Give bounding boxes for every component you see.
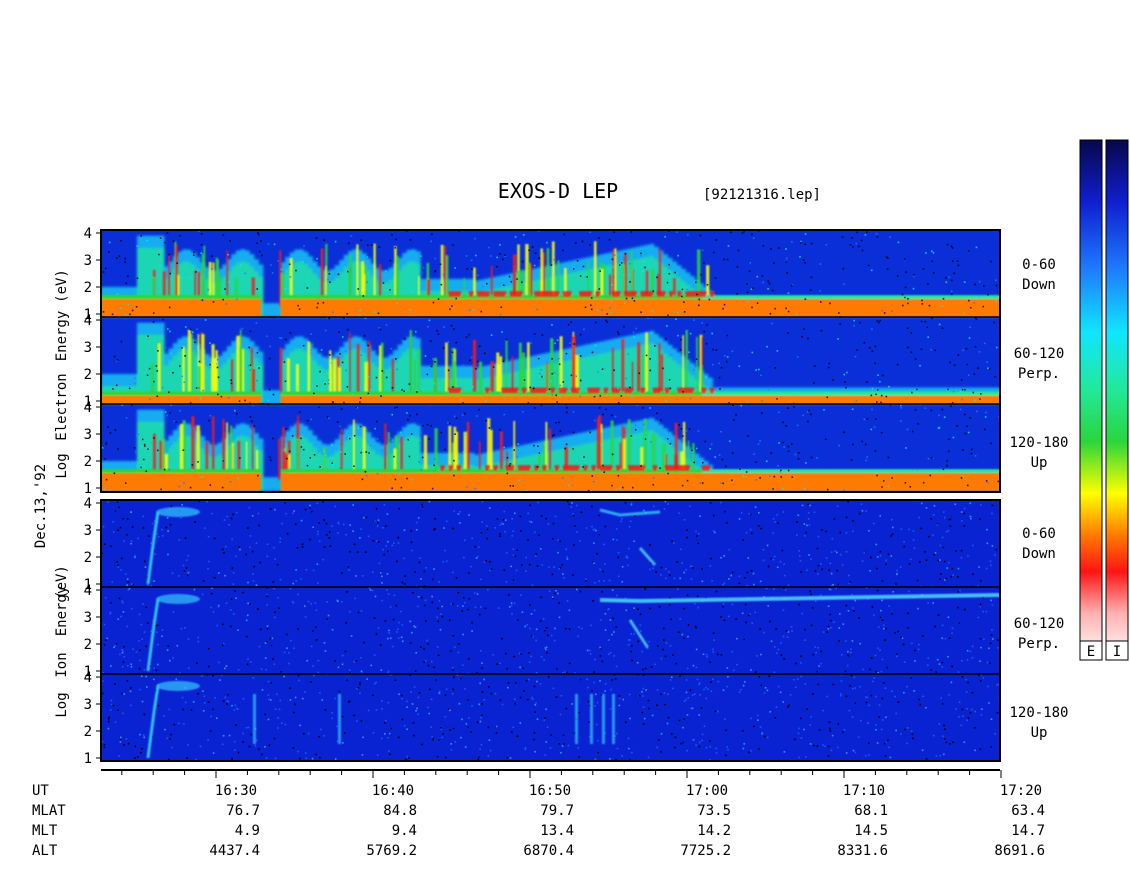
electron-panel-2-ytick-3: 3	[84, 340, 92, 356]
footer-ut-value: 17:10	[843, 783, 885, 799]
electron-axis-label-unit: (eV)	[54, 269, 70, 303]
electron-panel-1-ytick-4: 4	[84, 226, 92, 242]
panel-2-direction-label: Perp.	[1018, 366, 1060, 382]
panel-6-range-label: 120-180	[1009, 705, 1068, 721]
footer-ut-value: 16:40	[372, 783, 414, 799]
electron-spectrogram	[101, 230, 1001, 492]
footer-alt-value: 7725.2	[680, 843, 731, 859]
electron-colorbar-label: E	[1087, 644, 1095, 660]
ion-panel-2-ytick-2: 2	[84, 637, 92, 653]
orbit-footer-table: UT MLAT MLT ALT 16:30 76.7 4.9 4437.4 16:40 84.8 9…	[32, 783, 1045, 859]
electron-panel-1-ytick-3: 3	[84, 253, 92, 269]
ion-colorbar	[1106, 140, 1128, 660]
electron-axis-label-log: Log	[54, 453, 70, 478]
footer-mlt-value: 14.2	[697, 823, 731, 839]
footer-mlat-value: 84.8	[383, 803, 417, 819]
footer-mlt-value: 13.4	[540, 823, 574, 839]
panel-3-direction-label: Up	[1031, 455, 1048, 471]
electron-colorbar	[1080, 140, 1102, 660]
footer-mlt-value: 4.9	[235, 823, 260, 839]
ion-panel-1-ytick-4: 4	[84, 496, 92, 512]
panel-6-direction-label: Up	[1031, 725, 1048, 741]
panel-1-direction-label: Down	[1022, 277, 1056, 293]
ion-panel-3-ytick-2: 2	[84, 724, 92, 740]
electron-panel-3-ytick-4: 4	[84, 400, 92, 416]
panel-3-range-label: 120-180	[1009, 435, 1068, 451]
ion-panel-1-ytick-3: 3	[84, 523, 92, 539]
chart-title: EXOS-D LEP	[498, 179, 618, 203]
footer-alt-value: 8691.6	[994, 843, 1045, 859]
date-label: Dec.13,'92	[33, 464, 49, 548]
electron-panel-2-ytick-2: 2	[84, 367, 92, 383]
file-name: [92121316.lep]	[703, 187, 821, 203]
ion-panel-1-ytick-2: 2	[84, 550, 92, 566]
electron-panel-1-ytick-2: 2	[84, 280, 92, 296]
panel-5-direction-label: Perp.	[1018, 636, 1060, 652]
footer-alt-value: 4437.4	[209, 843, 260, 859]
footer-row-label-ut: UT	[32, 783, 49, 799]
ion-colorbar-label: I	[1113, 644, 1121, 660]
footer-row-label-alt: ALT	[32, 843, 58, 859]
ion-panel-3-ytick-3: 3	[84, 697, 92, 713]
electron-axis-label-species: Electron	[54, 373, 70, 440]
footer-mlt-value: 14.5	[854, 823, 888, 839]
footer-mlat-value: 68.1	[854, 803, 888, 819]
electron-panel-3-ytick-1: 1	[84, 481, 92, 497]
electron-panel-3-ytick-3: 3	[84, 427, 92, 443]
colorbars: E I	[1080, 140, 1128, 660]
footer-alt-value: 8331.6	[837, 843, 888, 859]
ion-panel-2-ytick-3: 3	[84, 610, 92, 626]
footer-mlt-value: 14.7	[1011, 823, 1045, 839]
footer-ut-value: 17:20	[1000, 783, 1042, 799]
footer-alt-value: 5769.2	[366, 843, 417, 859]
footer-row-label-mlat: MLAT	[32, 803, 66, 819]
footer-ut-value: 16:50	[529, 783, 571, 799]
ion-axis-label-species: Ion	[54, 652, 70, 677]
ion-panel-2-ytick-4: 4	[84, 583, 92, 599]
footer-mlt-value: 9.4	[392, 823, 417, 839]
footer-mlat-value: 63.4	[1011, 803, 1045, 819]
time-axis	[101, 770, 1001, 778]
ion-heatmap-background	[101, 500, 1000, 761]
panel-4-direction-label: Down	[1022, 546, 1056, 562]
footer-mlat-value: 73.5	[697, 803, 731, 819]
ion-panel-3-ytick-1: 1	[84, 751, 92, 767]
ion-axis-label-energy: Energy	[54, 586, 70, 637]
ion-panel-3-ytick-4: 4	[84, 670, 92, 686]
footer-row-label-mlt: MLT	[32, 823, 58, 839]
footer-alt-value: 6870.4	[523, 843, 574, 859]
panel-1-range-label: 0-60	[1022, 257, 1056, 273]
electron-panel-3-ytick-2: 2	[84, 454, 92, 470]
ion-spectrogram	[101, 500, 1000, 762]
footer-mlat-value: 76.7	[226, 803, 260, 819]
electron-axis-label-energy: Energy	[54, 311, 70, 362]
panel-5-range-label: 60-120	[1014, 616, 1065, 632]
ion-axis-label-log: Log	[54, 692, 70, 717]
left-axis-labels: Energy (eV) Electron Log Dec.13,'92 (eV)…	[33, 269, 70, 718]
footer-mlat-value: 79.7	[540, 803, 574, 819]
footer-ut-value: 16:30	[215, 783, 257, 799]
footer-ut-value: 17:00	[686, 783, 728, 799]
panel-4-range-label: 0-60	[1022, 526, 1056, 542]
electron-panel-2-ytick-4: 4	[84, 313, 92, 329]
panel-2-range-label: 60-120	[1014, 346, 1065, 362]
panel-direction-labels: 0-60 Down 60-120 Perp. 120-180 Up 0-60 Down 60-1…	[1009, 257, 1068, 741]
